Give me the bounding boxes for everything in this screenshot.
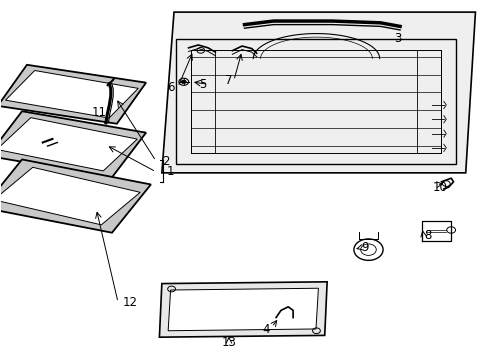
Text: 11: 11 — [92, 105, 107, 119]
Text: 2: 2 — [162, 154, 169, 167]
Text: 5: 5 — [199, 78, 206, 91]
Polygon shape — [5, 71, 138, 118]
Text: 6: 6 — [166, 81, 174, 94]
Circle shape — [181, 80, 186, 84]
Polygon shape — [0, 111, 146, 177]
Text: 12: 12 — [122, 296, 138, 309]
Text: 4: 4 — [262, 323, 269, 336]
Polygon shape — [0, 65, 146, 124]
Text: 3: 3 — [393, 32, 401, 45]
Polygon shape — [0, 167, 140, 225]
Text: 10: 10 — [432, 181, 447, 194]
Polygon shape — [0, 118, 137, 171]
Text: 9: 9 — [361, 241, 368, 255]
Polygon shape — [0, 159, 151, 233]
Text: 13: 13 — [221, 336, 236, 349]
Polygon shape — [159, 282, 326, 337]
Text: 1: 1 — [166, 165, 174, 178]
Text: 8: 8 — [424, 229, 431, 242]
Polygon shape — [162, 12, 474, 173]
Text: 7: 7 — [225, 74, 232, 87]
Polygon shape — [168, 288, 318, 331]
